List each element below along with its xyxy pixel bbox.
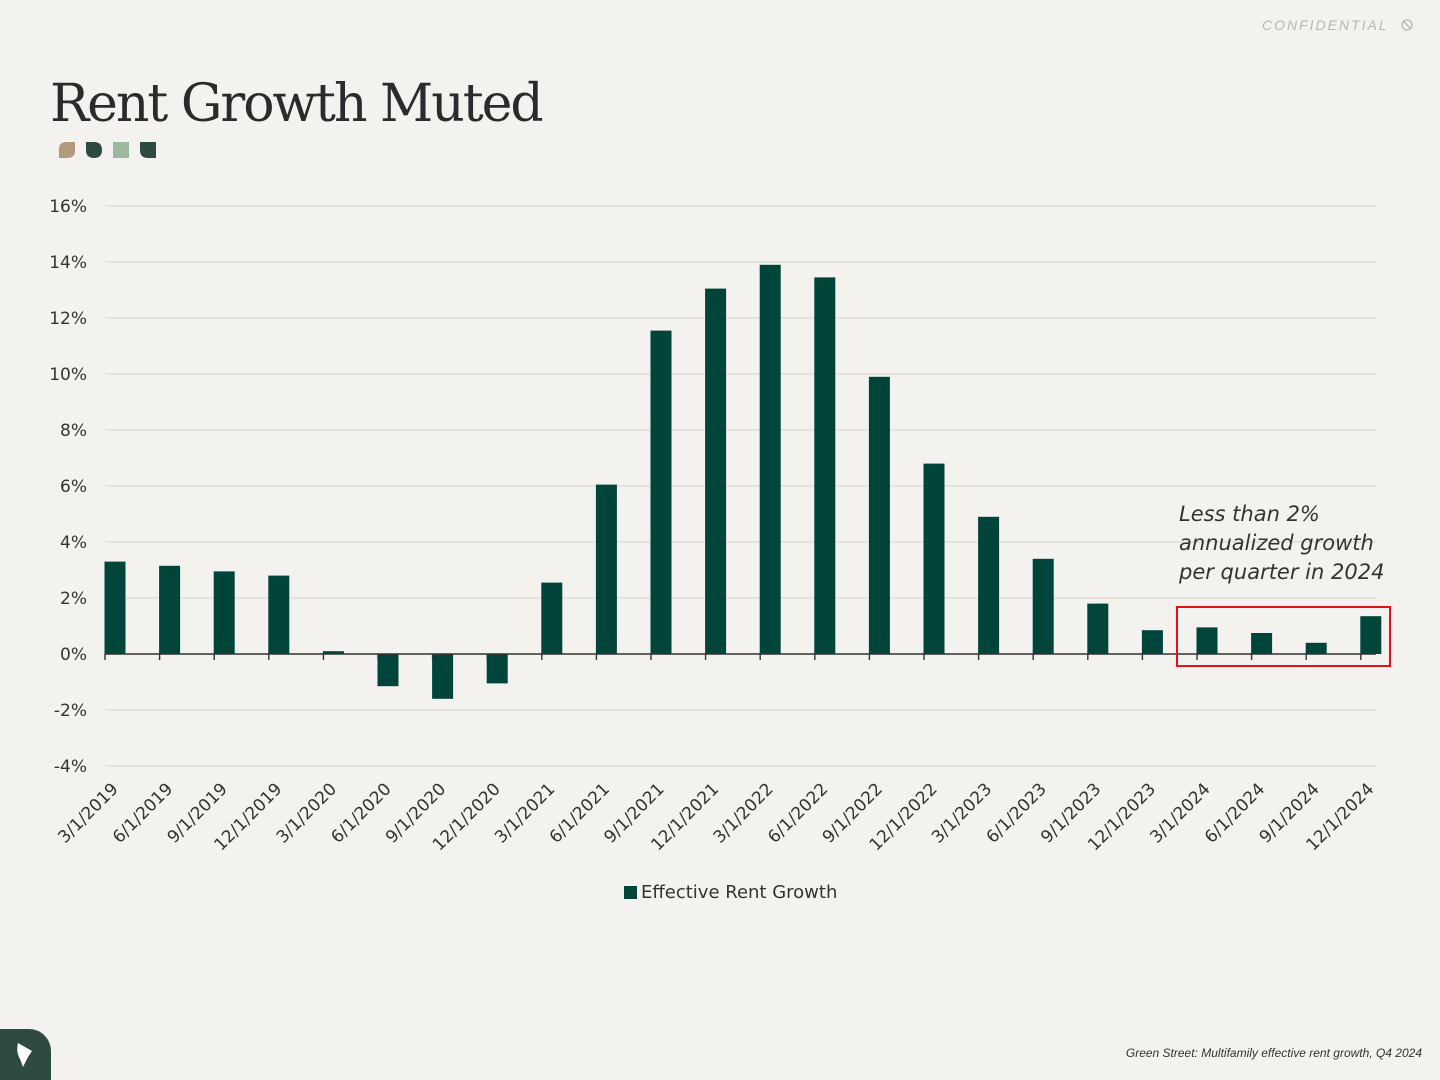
y-tick-label: 4% bbox=[60, 533, 87, 553]
company-logo-icon bbox=[17, 1043, 32, 1067]
logo-badge bbox=[0, 1029, 51, 1080]
rent-growth-chart: -4%-2%0%2%4%6%8%10%12%14%16%3/1/20196/1/… bbox=[49, 197, 1382, 855]
bar bbox=[705, 288, 727, 654]
bar bbox=[432, 654, 454, 699]
bar bbox=[322, 651, 344, 654]
y-tick-label: 10% bbox=[49, 365, 87, 385]
bar bbox=[650, 330, 672, 654]
bar bbox=[923, 463, 945, 654]
annotation-line: Less than 2% bbox=[1179, 502, 1320, 526]
annotation-line: annualized growth bbox=[1179, 531, 1374, 555]
bar bbox=[1087, 603, 1109, 654]
confidential-label: CONFIDENTIAL bbox=[1262, 17, 1389, 33]
no-entry-icon bbox=[1401, 19, 1413, 31]
leaf-icon bbox=[113, 142, 129, 158]
bar bbox=[1141, 630, 1163, 654]
bar bbox=[1251, 633, 1273, 654]
bar bbox=[1305, 642, 1327, 654]
y-tick-label: -2% bbox=[54, 701, 87, 721]
bar bbox=[814, 277, 836, 654]
y-tick-label: 8% bbox=[60, 421, 87, 441]
bar bbox=[1360, 616, 1382, 654]
leaf-icon bbox=[59, 142, 75, 158]
bar bbox=[759, 264, 781, 654]
y-tick-label: 14% bbox=[49, 253, 87, 273]
y-tick-label: 6% bbox=[60, 477, 87, 497]
bar bbox=[978, 516, 1000, 654]
legend-label: Effective Rent Growth bbox=[641, 881, 838, 903]
bar bbox=[213, 571, 235, 654]
chart-legend: Effective Rent Growth bbox=[624, 880, 837, 904]
source-note: Green Street: Multifamily effective rent… bbox=[1125, 1046, 1422, 1060]
page-title: Rent Growth Muted bbox=[50, 74, 544, 134]
y-tick-label: 16% bbox=[49, 197, 87, 217]
chart-annotation: Less than 2% annualized growth per quart… bbox=[1179, 500, 1409, 587]
bar bbox=[486, 654, 508, 684]
bar bbox=[159, 565, 181, 654]
highlight-box-2024 bbox=[1176, 606, 1391, 667]
bar bbox=[268, 575, 290, 654]
annotation-line: per quarter in 2024 bbox=[1179, 560, 1385, 584]
leaf-icon bbox=[140, 142, 156, 158]
legend-swatch bbox=[624, 885, 637, 899]
bar bbox=[104, 561, 126, 654]
y-tick-label: -4% bbox=[54, 757, 87, 777]
y-tick-label: 2% bbox=[60, 589, 87, 609]
bar bbox=[595, 484, 617, 654]
bar bbox=[868, 376, 890, 654]
bar bbox=[1196, 627, 1218, 654]
bar bbox=[377, 654, 399, 687]
bar bbox=[1032, 558, 1054, 654]
leaf-icon bbox=[86, 142, 102, 158]
bar bbox=[541, 582, 563, 654]
y-tick-label: 12% bbox=[49, 309, 87, 329]
y-tick-label: 0% bbox=[60, 645, 87, 665]
